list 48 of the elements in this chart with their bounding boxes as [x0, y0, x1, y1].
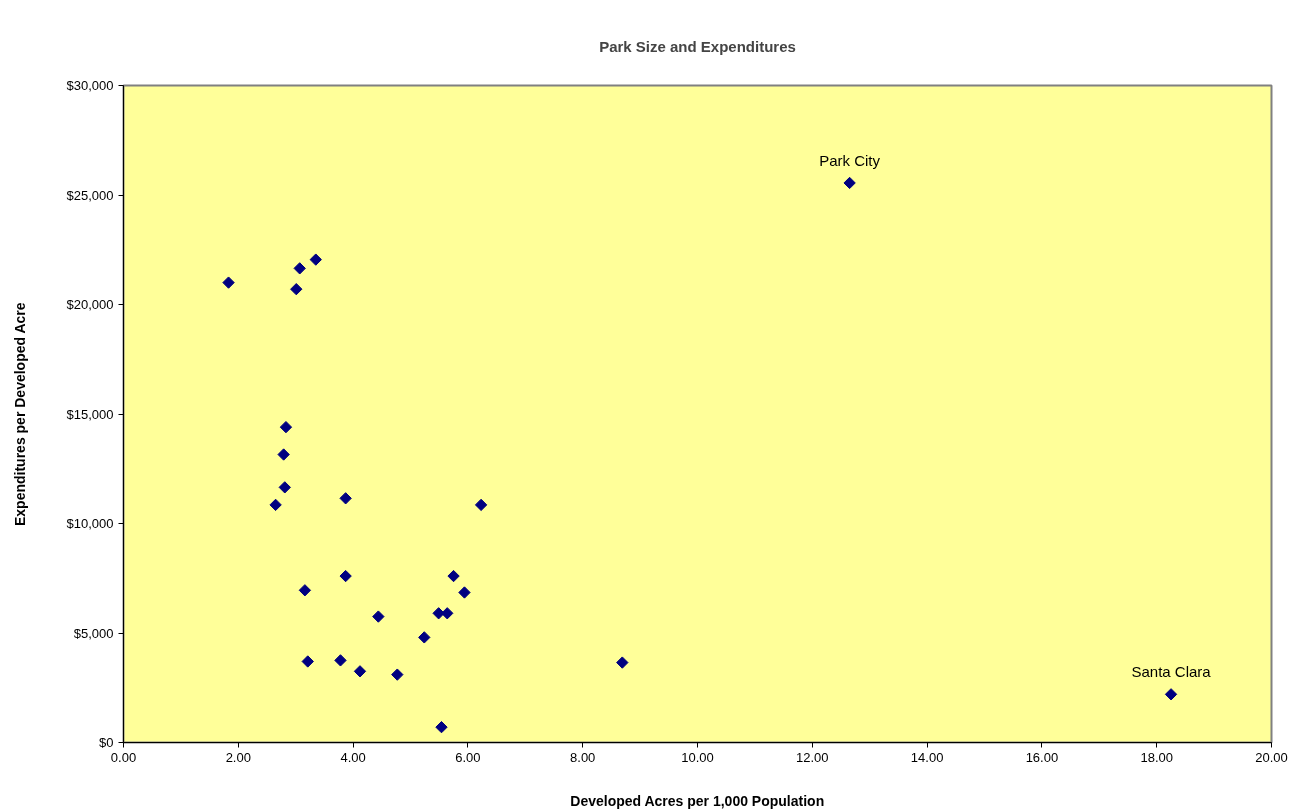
- x-tick-label: 4.00: [340, 749, 366, 765]
- point: [435, 721, 448, 734]
- point: [339, 492, 352, 505]
- point: [372, 610, 385, 623]
- x-tick-label: 18.00: [1140, 749, 1173, 765]
- chart-title: Park Size and Expenditures: [599, 38, 796, 55]
- y-axis-title: Expenditures per Developed Acre: [11, 302, 28, 527]
- y-tick-label: $30,000: [66, 78, 114, 93]
- point: [269, 498, 282, 512]
- x-axis-title: Developed Acres per 1,000 Population: [570, 792, 825, 809]
- x-tick-label: 6.00: [455, 749, 481, 765]
- point: [616, 656, 629, 669]
- point: [298, 584, 312, 597]
- annotation: Santa Clara: [1131, 663, 1212, 681]
- point: [447, 569, 460, 583]
- point: [277, 448, 290, 461]
- point: [222, 276, 235, 289]
- y-tick-label: $25,000: [66, 187, 114, 203]
- x-tick-label: 16.00: [1025, 749, 1059, 765]
- point: [334, 654, 347, 667]
- point: [301, 655, 314, 668]
- y-tick-label: $5,000: [73, 625, 114, 641]
- x-tick-label: 20.00: [1255, 749, 1288, 765]
- point: [441, 607, 454, 620]
- x-tick-label: 2.00: [225, 749, 251, 765]
- point: [353, 665, 367, 678]
- point: [279, 420, 293, 434]
- point: [418, 631, 431, 644]
- y-tick-label: $15,000: [66, 406, 114, 422]
- point: [290, 283, 303, 296]
- y-tick-label: $10,000: [66, 516, 114, 531]
- y-tick-label: $0: [99, 735, 114, 750]
- y-tick-label: $20,000: [66, 297, 114, 312]
- point: [293, 262, 306, 275]
- x-tick-label: 8.00: [570, 749, 596, 765]
- x-tick-label: 10.00: [681, 749, 714, 765]
- point: [1164, 688, 1178, 701]
- point: [843, 176, 856, 190]
- point: [474, 498, 488, 512]
- point: [458, 586, 471, 599]
- point: [278, 481, 291, 494]
- point: [391, 668, 404, 681]
- annotation: Park City: [819, 151, 881, 169]
- point: [339, 569, 352, 583]
- x-tick-label: 14.00: [910, 749, 944, 765]
- x-tick-label: 0.00: [110, 749, 137, 765]
- x-tick-label: 12.00: [796, 749, 829, 765]
- point: [309, 253, 322, 266]
